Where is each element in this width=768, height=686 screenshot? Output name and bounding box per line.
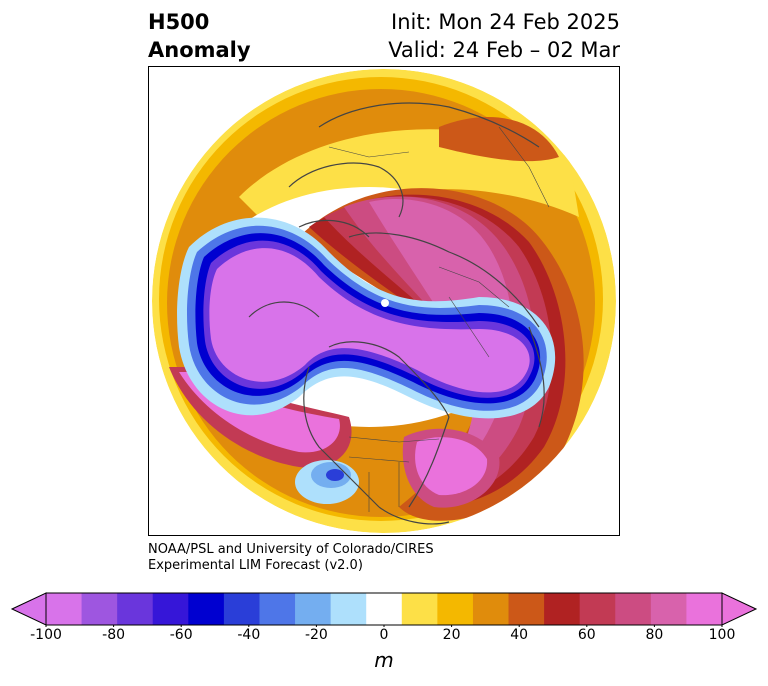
colorbar-swatch <box>472 593 510 625</box>
colorbar-swatch <box>81 593 118 625</box>
colorbar-swatch <box>579 593 616 625</box>
coastlines <box>248 102 545 525</box>
title-field: Anomaly <box>148 38 251 62</box>
country-borders <box>328 126 550 512</box>
colorbar-swatch <box>437 593 474 625</box>
credit-line-1: NOAA/PSL and University of Colorado/CIRE… <box>148 542 434 557</box>
credit-line-2: Experimental LIM Forecast (v2.0) <box>148 558 363 573</box>
colorbar-swatch <box>223 593 260 625</box>
colorbar-swatch <box>650 593 687 625</box>
colorbar-tick-label: -60 <box>169 627 193 643</box>
colorbar-tick-label: 0 <box>379 627 389 643</box>
title-right: Init: Mon 24 Feb 2025 Valid: 24 Feb – 02… <box>388 8 620 64</box>
colorbar-swatch <box>46 593 83 625</box>
colorbar-tick-label: -100 <box>30 627 62 643</box>
credit-text: NOAA/PSL and University of Colorado/CIRE… <box>148 542 434 574</box>
colorbar-tick-label: -20 <box>304 627 328 643</box>
colorbar-tick-label: -40 <box>237 627 261 643</box>
anomaly-namerica-100 <box>415 437 488 496</box>
colorbar-tick-label: 100 <box>708 627 736 643</box>
north-pole-marker <box>381 299 389 307</box>
colorbar-swatch <box>401 593 438 625</box>
colorbar-swatch <box>259 593 296 625</box>
colorbar-extend-min <box>10 592 47 626</box>
colorbar-swatch <box>686 593 723 625</box>
anomaly-neg-100 <box>209 248 530 393</box>
colorbar-swatch <box>152 593 189 625</box>
title-left: H500 Anomaly <box>148 8 251 64</box>
colorbar-swatch <box>366 593 403 625</box>
colorbar-extend-max <box>721 592 758 626</box>
valid-range: Valid: 24 Feb – 02 Mar <box>388 38 620 62</box>
init-date: Init: Mon 24 Feb 2025 <box>391 10 620 34</box>
anomaly-us-neg-60 <box>326 469 344 481</box>
colorbar-swatch <box>117 593 154 625</box>
colorbar-tick-label: 60 <box>577 627 596 643</box>
anomaly-map-svg <box>152 69 616 533</box>
colorbar-swatch <box>508 593 545 625</box>
polar-map <box>148 66 620 536</box>
colorbar-tick-label: 20 <box>442 627 461 643</box>
colorbar-unit-label: m <box>374 648 394 672</box>
anomaly-north-60 <box>439 117 559 162</box>
colorbar-tick-label: 80 <box>645 627 664 643</box>
colorbar-swatch <box>188 593 225 625</box>
title-variable: H500 <box>148 10 210 34</box>
colorbar-tick-label: -80 <box>102 627 126 643</box>
colorbar-swatch <box>295 593 332 625</box>
colorbar <box>10 592 758 627</box>
colorbar-swatch <box>615 593 652 625</box>
colorbar-tick-label: 40 <box>510 627 529 643</box>
colorbar-swatch <box>330 593 367 625</box>
colorbar-swatch <box>544 593 581 625</box>
